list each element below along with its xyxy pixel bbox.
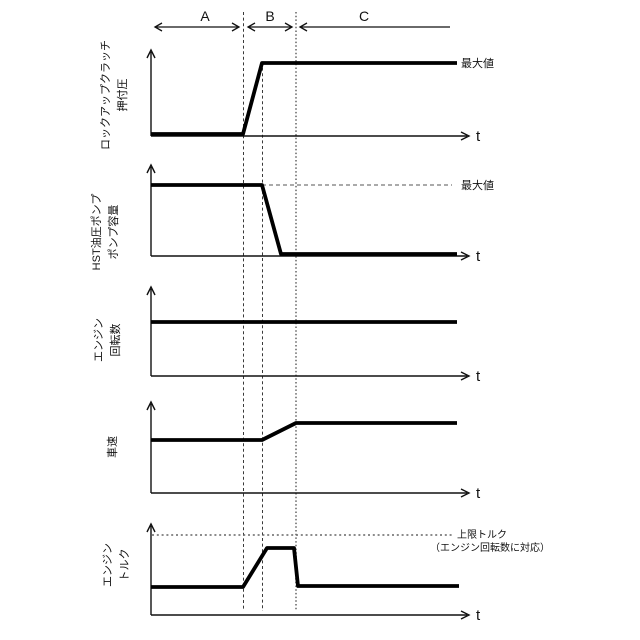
y-axis-arrowhead-icon xyxy=(146,522,156,533)
y-axis-title: HST油圧ポンプ ポンプ容量 xyxy=(89,194,120,271)
x-axis-arrowhead-icon xyxy=(460,488,471,498)
y-axis-title-line2: 回転数 xyxy=(109,324,122,357)
t-axis-label: t xyxy=(476,248,481,265)
plot-engine-torque: t 上限トルク （エンジン回転数に対応） エンジン トルク xyxy=(102,522,550,624)
y-axis-title-line2: 押付圧 xyxy=(115,79,129,112)
plot-lockup-clutch-pressure: t 最大値 ロックアップクラッチ 押付圧 xyxy=(99,40,494,150)
y-axis-arrowhead-icon xyxy=(146,400,156,411)
t-axis-label: t xyxy=(476,607,481,624)
upper-limit-torque-annotation-line1: 上限トルク xyxy=(457,529,507,541)
y-axis-arrowhead-icon xyxy=(146,285,156,296)
y-axis-title-line2: ポンプ容量 xyxy=(106,205,120,260)
plot-hst-pump-capacity: t 最大値 HST油圧ポンプ ポンプ容量 xyxy=(89,163,494,271)
upper-limit-torque-annotation-line2: （エンジン回転数に対応） xyxy=(430,541,550,554)
t-axis-label: t xyxy=(476,485,481,502)
y-axis-arrowhead-icon xyxy=(146,48,156,59)
x-axis-arrowhead-icon xyxy=(460,251,471,261)
phase-b-left-arrowhead-icon xyxy=(246,22,256,32)
max-value-annotation: 最大値 xyxy=(461,56,494,70)
phase-b-right-arrowhead-icon xyxy=(284,22,294,32)
phase-a-label: A xyxy=(200,8,210,24)
phase-c-left-arrowhead-icon xyxy=(298,22,308,32)
y-axis-title-line1: HST油圧ポンプ xyxy=(89,194,103,271)
signal-engine-torque xyxy=(151,546,459,589)
plot-engine-speed: t エンジン 回転数 xyxy=(93,285,481,385)
signal-lockup-clutch-pressure xyxy=(151,61,457,136)
y-axis-title-line1: 車速 xyxy=(105,436,119,458)
phase-c-label: C xyxy=(359,8,369,24)
t-axis-label: t xyxy=(476,128,481,145)
max-value-annotation: 最大値 xyxy=(461,178,494,192)
y-axis-title-line1: エンジン xyxy=(102,543,114,587)
y-axis-title: 車速 xyxy=(105,436,119,458)
signal-vehicle-speed xyxy=(151,421,457,442)
plot-vehicle-speed: t 車速 xyxy=(105,400,481,502)
y-axis-title-line1: エンジン xyxy=(93,318,105,362)
x-axis-arrowhead-icon xyxy=(460,371,471,381)
phase-a-left-arrowhead-icon xyxy=(153,22,163,32)
y-axis-arrowhead-icon xyxy=(146,163,156,174)
y-axis-title: エンジン 回転数 xyxy=(93,318,122,362)
phase-b-label: B xyxy=(265,8,274,24)
phase-a-right-arrowhead-icon xyxy=(231,22,241,32)
y-axis-title-line2: トルク xyxy=(118,549,131,582)
signal-hst-pump-capacity xyxy=(151,183,457,256)
y-axis-title: エンジン トルク xyxy=(102,543,131,587)
y-axis-title: ロックアップクラッチ 押付圧 xyxy=(99,40,129,150)
x-axis-arrowhead-icon xyxy=(460,131,471,141)
x-axis-arrowhead-icon xyxy=(460,610,471,620)
phase-intervals xyxy=(153,22,450,32)
t-axis-label: t xyxy=(476,368,481,385)
y-axis-title-line1: ロックアップクラッチ xyxy=(99,40,112,150)
